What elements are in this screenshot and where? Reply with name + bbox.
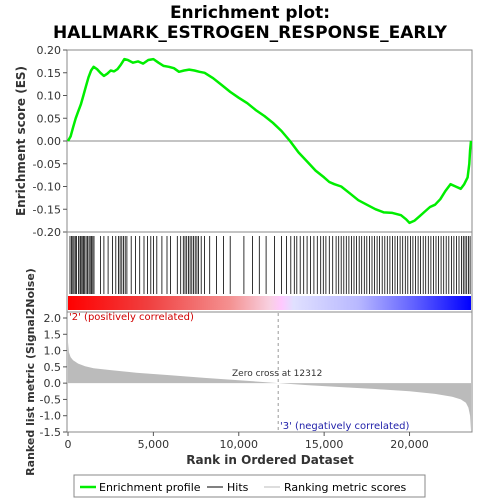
enrichment-y-tick-label: 0.05 [37, 112, 62, 125]
enrichment-y-tick-label: -0.15 [33, 203, 61, 216]
x-axis-ticks: 0 5,000 10,000 15,000 20,000 [65, 432, 429, 451]
rank-color-bar [68, 296, 471, 310]
ranked-metric-panel: 2.0 1.5 1.0 0.5 0.0 -0.5 -1.0 -1.5 '2' (positiv… [40, 311, 473, 439]
enrichment-y-ticks: 0.20 0.15 0.10 0.05 0.00 -0.05 -0.10 -0.15 -0.20 [33, 44, 67, 239]
hit-lines [69, 236, 471, 294]
ranked-metric-panel-frame [66, 311, 473, 433]
x-tick-label: 0 [65, 438, 72, 451]
hits-panel [66, 231, 473, 313]
x-tick-label: 5,000 [138, 438, 170, 451]
metric-y-tick-label: -1.5 [40, 426, 61, 439]
negative-correlation-label: '3' (negatively correlated) [280, 421, 409, 432]
metric-y-tick-label: -1.0 [40, 410, 61, 423]
zero-cross-label: Zero cross at 12312 [232, 369, 322, 379]
x-tick-label: 20,000 [390, 438, 429, 451]
legend-enrichment-label: Enrichment profile [99, 481, 201, 494]
positive-correlation-label: '2' (positively correlated) [69, 312, 194, 323]
metric-y-tick-label: 0.0 [44, 377, 62, 390]
legend-metric-label: Ranking metric scores [284, 481, 406, 494]
metric-y-ticks: 2.0 1.5 1.0 0.5 0.0 -0.5 -1.0 -1.5 [40, 312, 67, 439]
metric-y-tick-label: 0.5 [44, 361, 62, 374]
chart-title: Enrichment plot: [170, 3, 330, 23]
metric-y-tick-label: 1.5 [44, 328, 62, 341]
enrichment-y-tick-label: -0.05 [33, 158, 61, 171]
metric-y-tick-label: 1.0 [44, 345, 62, 358]
enrichment-y-tick-label: 0.15 [37, 67, 62, 80]
metric-y-tick-label: 2.0 [44, 312, 62, 325]
metric-y-axis-label: Ranked list metric (Signal2Noise) [24, 268, 37, 476]
legend: Enrichment profile Hits Ranking metric s… [73, 474, 426, 498]
ranking-metric-area [68, 342, 471, 431]
x-tick-label: 10,000 [220, 438, 259, 451]
x-axis-label: Rank in Ordered Dataset [186, 453, 354, 467]
enrichment-y-tick-label: -0.10 [33, 181, 61, 194]
metric-y-tick-label: -0.5 [40, 393, 61, 406]
enrichment-y-tick-label: 0.20 [37, 44, 62, 57]
enrichment-y-axis-label: Enrichment score (ES) [14, 66, 28, 216]
legend-frame [73, 474, 426, 498]
legend-hits-label: Hits [227, 481, 249, 494]
x-tick-label: 15,000 [305, 438, 344, 451]
enrichment-y-tick-label: -0.20 [33, 226, 61, 239]
enrichment-profile-line [66, 57, 473, 225]
enrichment-y-tick-label: 0.00 [37, 135, 62, 148]
enrichment-y-tick-label: 0.10 [37, 90, 62, 103]
chart-subtitle: HALLMARK_ESTROGEN_RESPONSE_EARLY [53, 23, 448, 43]
enrichment-panel: 0.20 0.15 0.10 0.05 0.00 -0.05 -0.10 -0.15 -0.20 [33, 44, 473, 239]
